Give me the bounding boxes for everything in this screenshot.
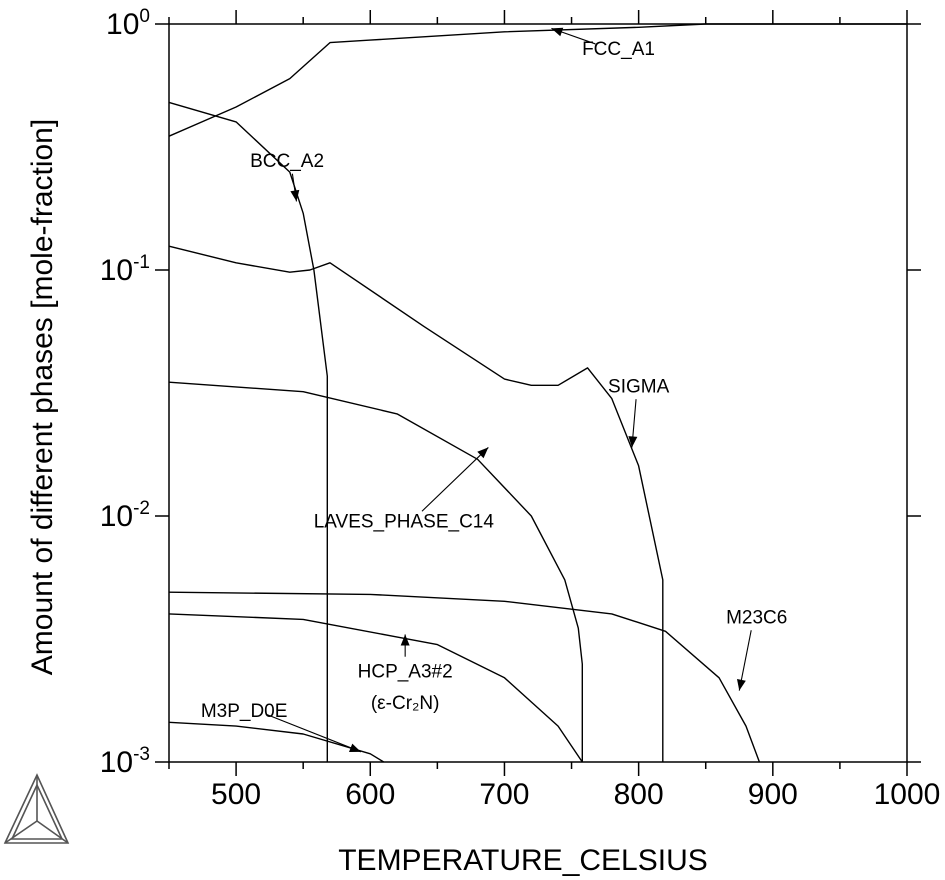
annotation-arrowhead — [628, 436, 638, 448]
annotation-m3p-d0e: M3P_D0E — [201, 701, 288, 722]
x-axis-title: TEMPERATURE_CELSIUS — [338, 844, 708, 877]
annotation-bcc-a2: BCC_A2 — [250, 151, 324, 172]
annotation-arrow-line — [421, 447, 489, 512]
series-line-bcc-a2 — [168, 101, 328, 762]
series-line-m3p-d0e — [168, 721, 385, 763]
x-tick-label-600: 600 — [345, 778, 395, 811]
annotation-arrow-line — [266, 714, 362, 753]
annotation-arrowhead — [551, 27, 564, 37]
series-line-fcc-a1 — [168, 23, 907, 137]
y-axis-title: Amount of different phases [mole-fractio… — [26, 119, 59, 675]
y-tick-label--2: 10-2 — [100, 498, 150, 533]
annotation-arrowhead — [400, 634, 410, 646]
x-tick-label-1000: 1000 — [874, 778, 941, 811]
series-line-sigma — [168, 245, 664, 762]
annotation-cr-n: (ε-Cr₂N) — [371, 693, 440, 714]
plot-frame — [168, 23, 908, 763]
x-tick-label-700: 700 — [479, 778, 529, 811]
series-line-m23c6 — [168, 591, 761, 763]
annotation-arrowhead — [736, 678, 746, 691]
annotation-m23c6: M23C6 — [726, 608, 787, 629]
annotation-laves-phase-c14: LAVES_PHASE_C14 — [314, 511, 495, 532]
annotation-arrowhead — [290, 189, 300, 202]
series-line-hcp-a3-2 — [168, 613, 583, 763]
annotation-hcp-a3-2: HCP_A3#2 — [358, 662, 453, 683]
y-tick-label--3: 10-3 — [100, 744, 150, 779]
x-tick-label-800: 800 — [614, 778, 664, 811]
series-line-laves-phase-c14 — [168, 381, 583, 762]
annotation-sigma: SIGMA — [608, 376, 670, 397]
x-tick-label-900: 900 — [748, 778, 798, 811]
y-tick-label-0: 100 — [106, 6, 150, 41]
annotation-arrowhead — [348, 743, 361, 752]
y-tick-label--1: 10-1 — [100, 252, 150, 287]
thermo-calc-logo-icon — [3, 773, 70, 844]
annotation-fcc-a1: FCC_A1 — [582, 39, 655, 60]
chart-marks: 500 600 700 800 900 1000 100 10-1 10-2 10-3 FCC_A1… — [100, 6, 941, 811]
x-tick-label-500: 500 — [211, 778, 261, 811]
annotation-arrowhead — [477, 447, 489, 459]
